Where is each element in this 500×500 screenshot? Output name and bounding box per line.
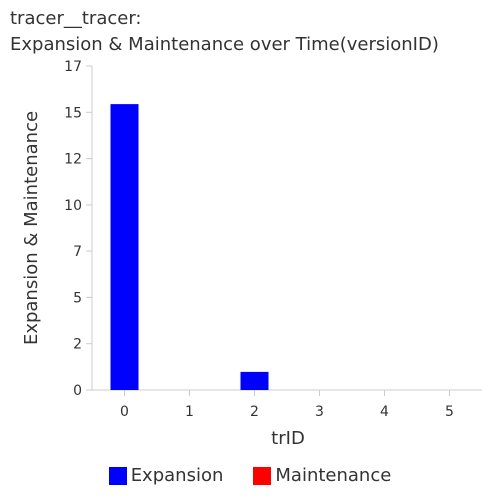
legend-label-maintenance: Maintenance (275, 465, 392, 486)
x-tick-label: 5 (445, 404, 454, 420)
chart-title-line-2: Expansion & Maintenance over Time(versio… (10, 34, 439, 55)
y-tick-label: 2 (73, 337, 82, 353)
y-axis-ticks: 0 2 5 7 10 12 15 17 (64, 59, 92, 399)
legend: Expansion Maintenance (0, 465, 500, 486)
x-tick-label: 3 (315, 404, 324, 420)
x-tick-label: 1 (185, 404, 194, 420)
x-axis-label: trID (271, 428, 305, 449)
y-tick-label: 12 (64, 152, 82, 168)
x-tick-label: 2 (250, 404, 259, 420)
legend-label-expansion: Expansion (130, 465, 224, 486)
y-tick-label: 0 (73, 383, 82, 399)
bar-expansion-0 (110, 104, 139, 390)
legend-swatch-expansion (108, 466, 127, 485)
chart-axes (91, 66, 482, 391)
y-tick-label: 17 (64, 59, 82, 75)
y-tick-label: 10 (64, 198, 82, 214)
y-tick-label: 5 (73, 290, 82, 306)
x-tick-label: 0 (120, 404, 129, 420)
legend-item-expansion: Expansion (108, 465, 224, 486)
y-tick-label: 7 (73, 244, 82, 260)
bar-expansion-2 (240, 371, 269, 390)
x-axis-ticks: 0 1 2 3 4 5 (120, 390, 454, 420)
y-axis-label: Expansion & Maintenance (21, 111, 42, 345)
chart-title-line-1: tracer__tracer: (10, 8, 142, 29)
legend-item-maintenance: Maintenance (253, 465, 391, 486)
y-tick-label: 15 (64, 105, 82, 121)
x-tick-label: 4 (380, 404, 389, 420)
chart-bars (110, 104, 269, 390)
legend-swatch-maintenance (253, 466, 272, 485)
